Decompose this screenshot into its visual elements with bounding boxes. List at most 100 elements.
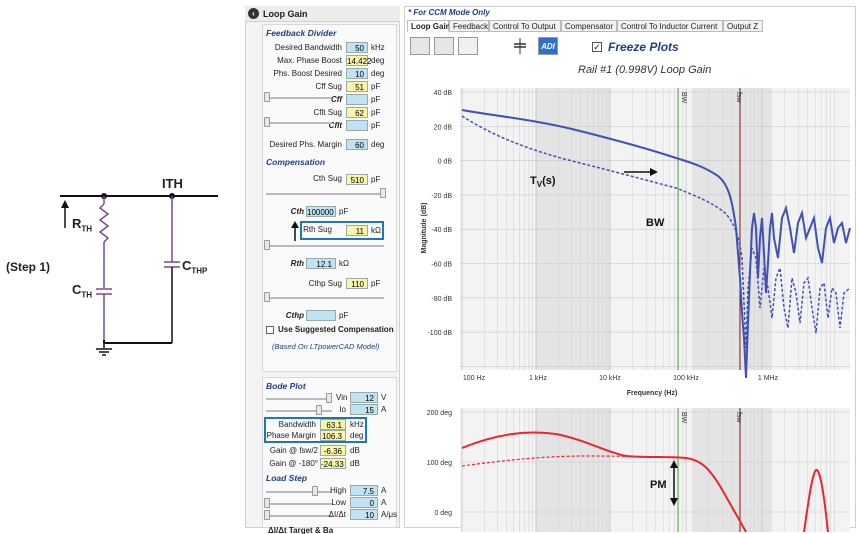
cthp-slider-knob[interactable] bbox=[264, 292, 270, 302]
rth-sug-label: Rth Sug bbox=[303, 225, 332, 234]
io-input[interactable]: 15 bbox=[350, 404, 378, 415]
camera-icon[interactable] bbox=[434, 37, 454, 55]
cth-slider-track[interactable] bbox=[266, 193, 384, 195]
cff-value[interactable] bbox=[346, 94, 368, 105]
high-slider-track[interactable] bbox=[266, 491, 332, 493]
gain-dashed-curve bbox=[461, 115, 851, 349]
freeze-checkbox[interactable]: ✓ bbox=[592, 42, 602, 52]
back-icon[interactable]: ‹ bbox=[248, 8, 259, 19]
circuit-icon[interactable] bbox=[510, 37, 530, 55]
rth-slider-knob[interactable] bbox=[264, 240, 270, 250]
bw-pm-highlight-box bbox=[264, 417, 367, 443]
io-slider-knob[interactable] bbox=[316, 405, 322, 415]
cflt-slider-track[interactable] bbox=[266, 122, 332, 124]
gain-ytick-label: 20 dB bbox=[434, 124, 453, 131]
io-unit: A bbox=[381, 405, 387, 414]
phase-margin-label: Phase Margin bbox=[266, 431, 316, 440]
desired-phs-margin-unit: deg bbox=[371, 140, 385, 149]
fsw-marker-label: fsw bbox=[735, 92, 742, 103]
didt-slider-track[interactable] bbox=[266, 515, 332, 517]
tab-loop-gain[interactable]: Loop Gain bbox=[407, 20, 451, 32]
freeze-plots-label[interactable]: Freeze Plots bbox=[608, 40, 679, 54]
low-label: Low bbox=[331, 498, 346, 507]
use-suggested-label[interactable]: Use Suggested Compensation bbox=[278, 325, 394, 334]
cff-sug-value: 51 bbox=[346, 81, 368, 92]
gain-plot-title: Rail #1 (0.998V) Loop Gain bbox=[578, 64, 712, 76]
desired-phs-margin-value[interactable]: 60 bbox=[346, 139, 368, 150]
desired-bandwidth-label: Desired Bandwidth bbox=[274, 43, 342, 52]
phs-boost-desired-value[interactable]: 10 bbox=[346, 68, 368, 79]
cth-label: Cth bbox=[290, 207, 304, 216]
gain-ytick-label: 40 dB bbox=[434, 90, 453, 97]
phase-margin-unit: deg bbox=[350, 431, 364, 440]
step-label: (Step 1) bbox=[6, 260, 51, 274]
adi-button[interactable]: ADI bbox=[538, 37, 558, 55]
vin-slider-knob[interactable] bbox=[326, 393, 332, 403]
rth-value-input[interactable]: 12.1 bbox=[306, 258, 336, 269]
use-suggested-checkbox[interactable] bbox=[266, 326, 274, 334]
compensation-schematic bbox=[60, 193, 218, 356]
cthp-label: Cthp bbox=[285, 311, 304, 320]
ith-node-label: ITH bbox=[162, 176, 183, 191]
tab-output-z[interactable]: Output Z bbox=[723, 20, 763, 32]
gain-fsw-value: -6.36 bbox=[320, 445, 346, 456]
load-step-title: Load Step bbox=[266, 473, 308, 483]
cth-slider-knob[interactable] bbox=[380, 188, 386, 198]
vin-input[interactable]: 12 bbox=[350, 392, 378, 403]
rth-slider-track[interactable] bbox=[266, 245, 384, 247]
gain-solid-curve bbox=[461, 109, 851, 379]
gain-180-value: -24.33 bbox=[320, 458, 346, 469]
desired-bandwidth-unit: kHz bbox=[371, 43, 385, 52]
cthp-unit: pF bbox=[339, 311, 349, 320]
phase-solid-curve bbox=[461, 431, 747, 532]
cth-value-input[interactable]: 100000 bbox=[306, 206, 336, 217]
cff-slider-knob[interactable] bbox=[264, 92, 270, 102]
up-arrow-icon bbox=[291, 221, 299, 241]
phase-shade-band-1 bbox=[536, 408, 610, 532]
low-slider-track[interactable] bbox=[266, 503, 332, 505]
phase-margin-value: 106.3 bbox=[320, 430, 346, 441]
gain-ylabel: Magnitude (dB) bbox=[421, 203, 428, 254]
tab-control-to-inductor-current[interactable]: Control To Inductor Current bbox=[617, 20, 723, 32]
gain-xlabel: Frequency (Hz) bbox=[627, 390, 678, 397]
rth-sug-unit: kΩ bbox=[371, 226, 381, 235]
didt-label: ΔI/Δt bbox=[328, 510, 346, 519]
desired-bandwidth-value[interactable]: 50 bbox=[346, 42, 368, 53]
cflt-value[interactable] bbox=[346, 120, 368, 131]
bw-annotation: BW bbox=[646, 217, 665, 229]
gain-ytick-label: 0 dB bbox=[438, 159, 453, 166]
gain-ytick-label: -60 dB bbox=[431, 262, 452, 269]
high-slider-knob[interactable] bbox=[312, 486, 318, 496]
cth-sug-unit: pF bbox=[371, 175, 381, 184]
gain-ytick-label: -80 dB bbox=[431, 296, 452, 303]
tab-control-to-output[interactable]: Control To Output bbox=[489, 20, 561, 32]
io-slider-track[interactable] bbox=[266, 410, 332, 412]
tab-compensator[interactable]: Compensator bbox=[561, 20, 617, 32]
gain-xtick-label: 1 kHz bbox=[529, 375, 547, 382]
cflt-slider-knob[interactable] bbox=[264, 117, 270, 127]
phase-dashed-curve bbox=[461, 455, 682, 467]
cthp-slider-track[interactable] bbox=[266, 297, 384, 299]
cff-slider-track[interactable] bbox=[266, 97, 332, 99]
bandwidth-unit: kHz bbox=[350, 420, 364, 429]
tab-feedback[interactable]: Feedback bbox=[449, 20, 489, 32]
cff-sug-unit: pF bbox=[371, 82, 381, 91]
io-label: Io bbox=[339, 405, 346, 414]
clipboard-icon[interactable] bbox=[458, 37, 478, 55]
print-icon[interactable] bbox=[410, 37, 430, 55]
arrow-right-icon bbox=[650, 168, 658, 176]
vin-slider-track[interactable] bbox=[266, 398, 332, 400]
didt-input[interactable]: 10 bbox=[350, 509, 378, 520]
low-input[interactable]: 0 bbox=[350, 497, 378, 508]
phs-boost-desired-unit: deg bbox=[371, 69, 385, 78]
phase-ytick-label: 0 deg bbox=[434, 510, 452, 517]
low-slider-knob[interactable] bbox=[264, 498, 270, 508]
phase-bw-marker-label: BW bbox=[680, 412, 687, 424]
didt-slider-knob[interactable] bbox=[264, 510, 270, 520]
didt-unit: A/μs bbox=[381, 510, 398, 519]
bode-plot-title: Bode Plot bbox=[266, 381, 306, 391]
gain-plot: BW fsw 40 dB 20 dB 0 dB -20 dB -40 dB -60 dB -… bbox=[421, 88, 851, 397]
high-input[interactable]: 7.5 bbox=[350, 485, 378, 496]
phase-ytick-label: 200 deg bbox=[427, 410, 452, 417]
cthp-value-input[interactable] bbox=[306, 310, 336, 321]
